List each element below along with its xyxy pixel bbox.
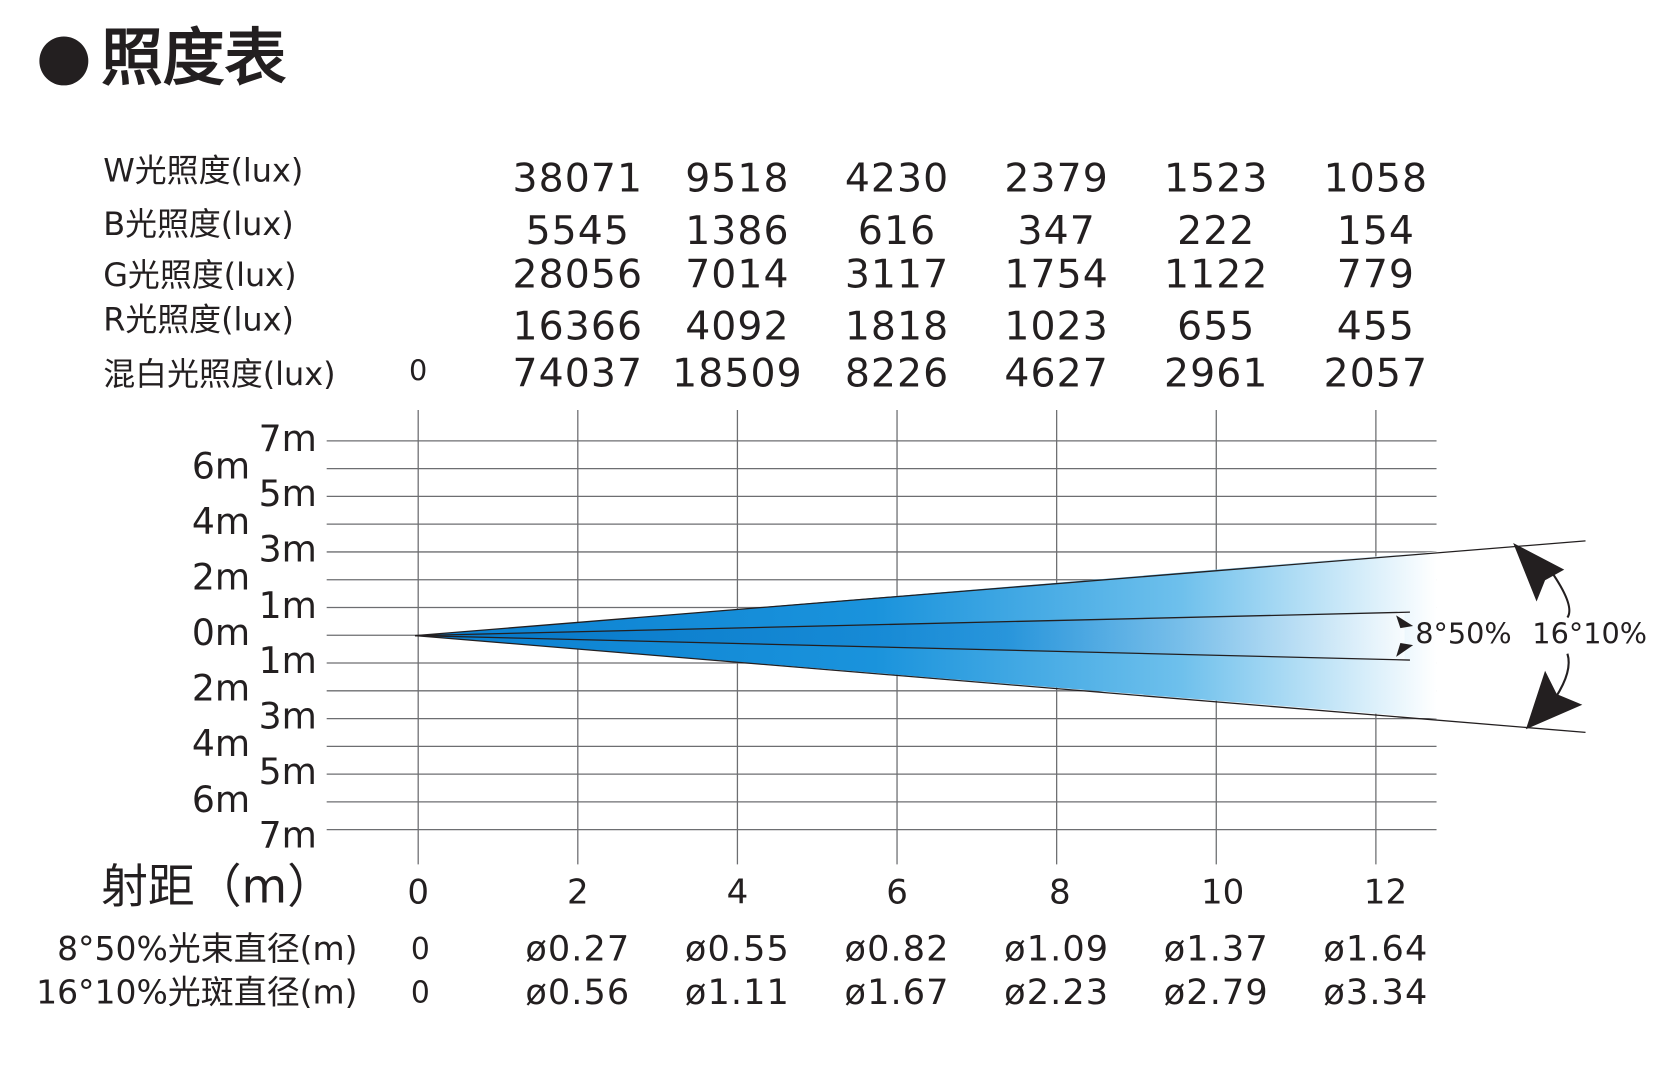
x-tick-label: 8: [1049, 873, 1071, 913]
diameter-value: ø0.55: [685, 929, 790, 970]
illuminance-value: 5545: [526, 208, 630, 254]
arrow-arc: [1552, 574, 1571, 619]
left-axis-label: 4m: [192, 722, 250, 765]
illuminance-value: 4230: [845, 156, 949, 202]
illuminance-value: 1754: [1004, 251, 1108, 297]
row-label: 混白光照度(lux): [103, 355, 335, 393]
row-label: R光照度(lux): [103, 301, 294, 339]
illuminance-value: 1058: [1324, 156, 1428, 202]
arrow: [1525, 670, 1583, 730]
illuminance-value: 1122: [1164, 251, 1268, 297]
beam-edge: [414, 634, 1586, 734]
diameter-label: 8°50%光束直径(m): [57, 929, 357, 968]
diameter-value: ø1.67: [845, 972, 950, 1013]
beam-edge: [414, 611, 1410, 637]
illuminance-value: 1386: [685, 208, 789, 254]
diameter-zero: 0: [411, 932, 430, 967]
illuminance-value: 2057: [1324, 350, 1428, 396]
illuminance-value: 9518: [685, 156, 789, 202]
diameter-value: ø1.64: [1323, 929, 1428, 970]
illuminance-value: 779: [1337, 251, 1415, 297]
illuminance-value: 4627: [1004, 350, 1108, 396]
illuminance-value: 655: [1177, 304, 1255, 350]
x-tick-label: 4: [727, 873, 749, 913]
left-axis-label: 4m: [192, 500, 250, 543]
arrow: [1396, 615, 1414, 629]
title: 照度表: [101, 22, 286, 94]
illuminance-value: 455: [1337, 304, 1415, 350]
x-tick-label: 12: [1364, 873, 1407, 913]
diameter-value: ø0.27: [525, 929, 630, 970]
illuminance-value: 1523: [1164, 156, 1268, 202]
row-label: G光照度(lux): [103, 256, 296, 294]
arrow: [1396, 643, 1414, 657]
x-tick-label: 2: [567, 873, 589, 913]
diameter-value: ø1.37: [1164, 929, 1269, 970]
diameter-value: ø0.82: [845, 929, 950, 970]
x-tick-label: 0: [407, 873, 429, 913]
left-axis-label: 2m: [192, 556, 250, 599]
beam-label: 8°50%: [1415, 617, 1511, 651]
diameter-value: ø3.34: [1323, 972, 1428, 1013]
arrow-arc: [1554, 653, 1570, 698]
diameter-value: ø1.09: [1004, 929, 1109, 970]
beam-edge: [414, 540, 1586, 637]
diameter-value: ø2.23: [1004, 972, 1109, 1013]
row-label: B光照度(lux): [103, 205, 293, 243]
right-axis-label: 5m: [259, 472, 317, 515]
right-axis-label: 3m: [259, 528, 317, 571]
diameter-label: 16°10%光斑直径(m): [36, 973, 357, 1012]
right-axis-label: 7m: [259, 814, 317, 857]
illuminance-value: 74037: [513, 350, 644, 396]
illuminance-value: 38071: [513, 156, 644, 202]
left-axis-label: 6m: [192, 445, 250, 488]
illuminance-value: 1818: [845, 304, 949, 350]
right-axis-label: 1m: [259, 639, 317, 682]
illuminance-value: 16366: [513, 304, 644, 350]
beam-inner: [415, 612, 1405, 661]
diameter-value: ø1.11: [685, 972, 790, 1013]
title-bullet: [39, 36, 89, 86]
x-tick-label: 10: [1201, 873, 1244, 913]
illuminance-value: 2379: [1004, 156, 1108, 202]
row-label: W光照度(lux): [103, 152, 303, 190]
right-axis-label: 1m: [259, 584, 317, 627]
right-axis-label: 7m: [259, 417, 317, 460]
illuminance-value: 3117: [845, 251, 949, 297]
diameter-value: ø0.56: [525, 972, 630, 1013]
illuminance-value: 347: [1017, 208, 1095, 254]
illuminance-value: 2961: [1164, 350, 1268, 396]
left-axis-label: 6m: [192, 778, 250, 821]
illuminance-value: 1023: [1004, 304, 1108, 350]
illuminance-value: 18509: [672, 350, 803, 396]
illuminance-value: 8226: [845, 350, 949, 396]
x-axis-title: 射距（m）: [101, 860, 334, 914]
diameter-value: ø2.79: [1164, 972, 1269, 1013]
right-axis-label: 5m: [259, 750, 317, 793]
arrow: [1513, 543, 1565, 602]
x-tick-label: 6: [886, 873, 908, 913]
illuminance-zero: 0: [409, 354, 427, 388]
diameter-zero: 0: [411, 976, 430, 1011]
illuminance-value: 616: [858, 208, 936, 254]
illuminance-value: 28056: [513, 251, 644, 297]
illuminance-value: 222: [1177, 208, 1255, 254]
left-axis-label: 2m: [192, 667, 250, 710]
illuminance-value: 154: [1337, 208, 1415, 254]
beam-edge: [414, 634, 1410, 661]
left-axis-label: 0m: [192, 611, 250, 654]
beam-label: 16°10%: [1532, 617, 1647, 651]
right-axis-label: 3m: [259, 695, 317, 738]
illuminance-value: 7014: [685, 251, 789, 297]
illuminance-value: 4092: [685, 304, 789, 350]
